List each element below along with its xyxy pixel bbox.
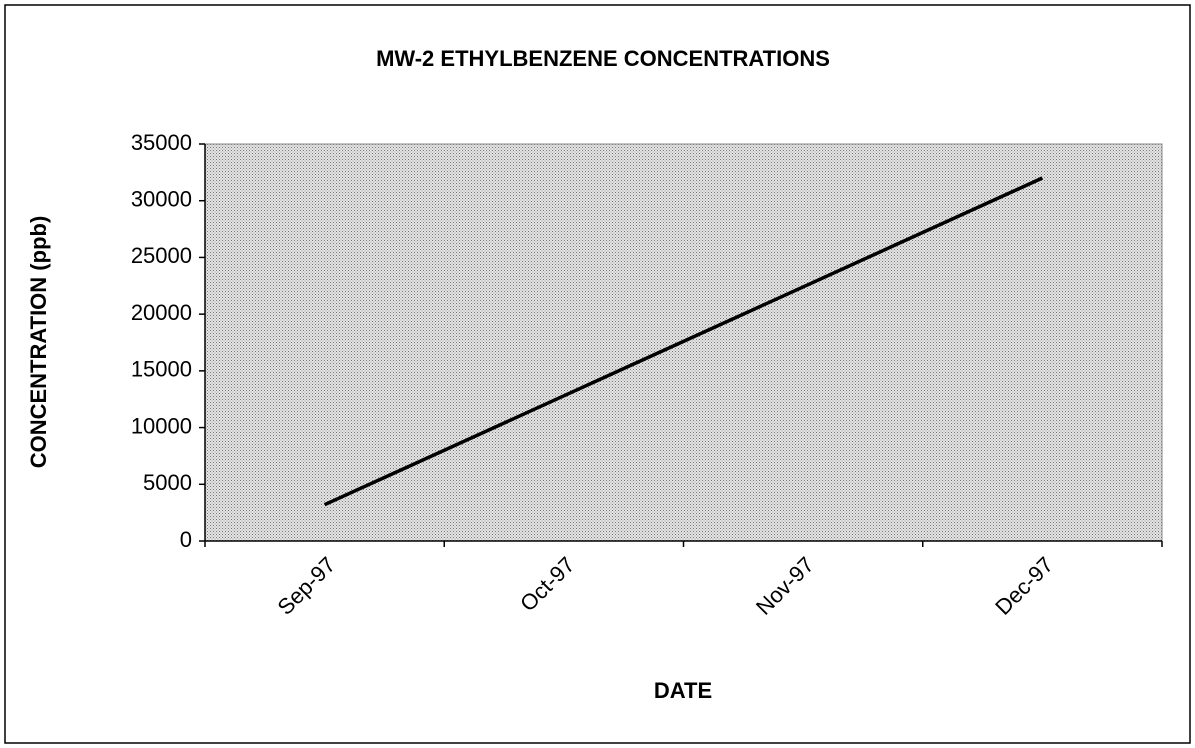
x-axis-title: DATE [654,678,712,703]
y-tick-label: 20000 [131,300,192,325]
y-axis-title: CONCENTRATION (ppb) [26,216,51,469]
chart-title: MW-2 ETHYLBENZENE CONCENTRATIONS [376,46,830,71]
y-tick-label: 15000 [131,357,192,382]
y-tick-label: 0 [180,527,192,552]
y-tick-label: 35000 [131,130,192,155]
data-line [323,176,1044,507]
y-tick-label: 10000 [131,413,192,438]
y-tick-label: 30000 [131,187,192,212]
y-tick-label: 25000 [131,243,192,268]
y-tick-label: 5000 [143,470,192,495]
